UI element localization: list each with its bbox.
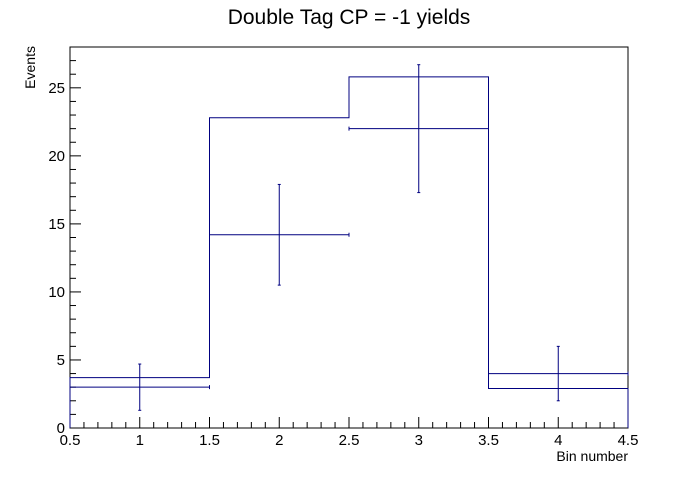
x-tick-label: 2 (275, 432, 283, 449)
y-tick-label: 5 (57, 352, 65, 369)
plot-area: 0.5 1 1.5 2 2.5 3 3.5 4 4.5 0 5 10 15 20 25 (48, 46, 639, 449)
x-tick-label: 4 (554, 432, 562, 449)
x-tick-label: 3.5 (478, 432, 499, 449)
y-tick-label: 15 (48, 216, 65, 233)
x-tick-label: 1 (136, 432, 144, 449)
y-tick-label: 10 (48, 284, 65, 301)
x-axis-label: Bin number (556, 448, 628, 464)
x-tick-label: 0.5 (60, 432, 81, 449)
chart-title: Double Tag CP = -1 yields (228, 6, 471, 29)
y-tick-label: 20 (48, 148, 65, 165)
x-tick-label: 1.5 (199, 432, 220, 449)
y-tick-label: 0 (57, 420, 65, 437)
y-tick-label: 25 (48, 80, 65, 97)
x-tick-label: 2.5 (339, 432, 360, 449)
x-tick-label: 3 (415, 432, 423, 449)
x-tick-label: 4.5 (618, 432, 639, 449)
y-axis-label: Events (22, 46, 38, 89)
